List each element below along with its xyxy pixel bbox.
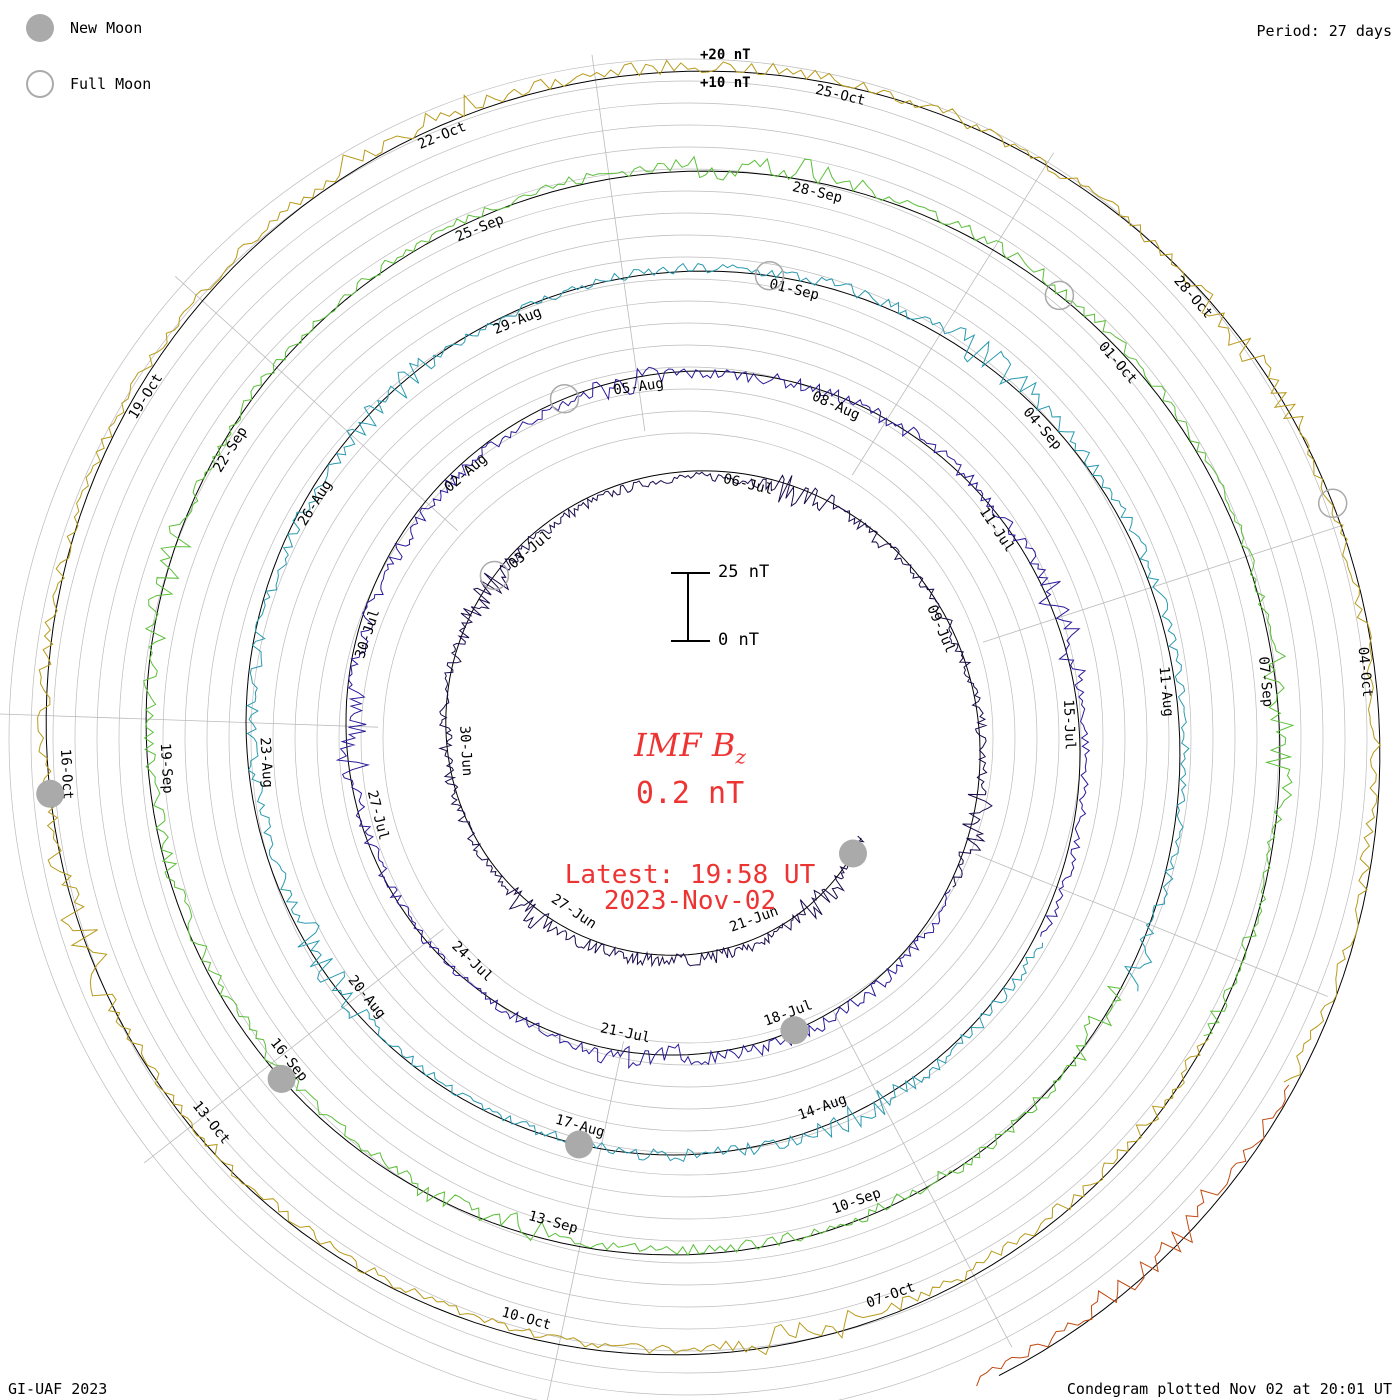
full-moon-marker	[549, 383, 580, 414]
date-label: 29-Aug	[491, 304, 544, 338]
bz-trace-cycle-3	[246, 262, 1190, 1162]
date-label: 02-Aug	[441, 451, 490, 496]
center-latest: Latest: 19:58 UT	[564, 860, 816, 890]
date-label: 07-Sep	[1255, 656, 1276, 708]
date-label: 09-Jul	[923, 603, 958, 656]
grid-ring	[316, 366, 1060, 1110]
grid-ring	[30, 80, 1346, 1396]
date-label: 19-Sep	[157, 743, 176, 794]
zero-baselines	[45, 70, 1381, 1377]
period-label: Period: 27 days	[1256, 22, 1392, 40]
grid-spoke	[174, 276, 458, 531]
full-moon-marker	[479, 560, 510, 591]
grid-ring	[96, 146, 1280, 1330]
date-label: 30-Jun	[456, 725, 475, 776]
date-label: 11-Jul	[976, 504, 1018, 555]
grid-spoke	[982, 524, 1345, 643]
bz-traces	[37, 59, 1381, 1387]
grid-spoke	[0, 713, 379, 728]
scale-top-label: 25 nT	[718, 562, 770, 582]
grid-ring	[8, 58, 1368, 1400]
bz-trace-cycle-1	[438, 471, 993, 968]
grid-ring	[74, 124, 1302, 1352]
grid-ring	[162, 212, 1214, 1264]
center-title: IMF Bz	[0, 726, 1380, 768]
spiral-zero-line	[45, 70, 1381, 1377]
moon-markers	[36, 260, 1348, 1159]
date-label: 25-Sep	[453, 211, 506, 245]
grid-ring	[338, 388, 1038, 1088]
grid-ring	[382, 432, 994, 1044]
date-label: 20-Aug	[345, 972, 389, 1021]
date-label: 26-Aug	[295, 477, 336, 528]
center-value: 0.2 nT	[635, 776, 745, 811]
footer-plotted: Condegram plotted Nov 02 at 20:01 UT	[1066, 1380, 1392, 1398]
grid-spoke	[851, 152, 1054, 476]
grid-spoke	[144, 928, 444, 1164]
center-title-main: IMF B	[634, 726, 736, 764]
bz-trace-cycle-4	[143, 155, 1295, 1257]
grid-ring	[272, 322, 1104, 1154]
date-label: 24-Jul	[448, 938, 495, 985]
new-moon-marker	[565, 1130, 594, 1159]
full-moon-marker	[1044, 280, 1075, 311]
grid-ring	[360, 410, 1016, 1066]
grid-ring	[184, 234, 1192, 1242]
date-label: 19-Oct	[126, 371, 167, 422]
ring-scale-outer: +20 nT	[700, 47, 751, 63]
date-label: 13-Sep	[527, 1208, 580, 1237]
date-label: 03-Jul	[506, 528, 555, 573]
grid-ring	[206, 256, 1170, 1220]
date-label: 23-Aug	[257, 737, 276, 788]
footer-credit: GI-UAF 2023	[8, 1380, 108, 1398]
legend-new-moon: New Moon	[26, 14, 142, 42]
new-moon-label: New Moon	[70, 19, 143, 37]
new-moon-marker	[780, 1016, 809, 1045]
grid-ring	[250, 300, 1126, 1176]
date-label: 28-Oct	[1170, 273, 1215, 322]
grid-spoke	[975, 853, 1328, 997]
date-label: 01-Sep	[768, 276, 821, 303]
date-label: 04-Oct	[1354, 646, 1375, 698]
scale-bottom-label: 0 nT	[718, 630, 759, 650]
grid-spoke	[546, 1041, 624, 1400]
date-label: 05-Aug	[612, 376, 664, 399]
new-moon-icon	[26, 14, 54, 42]
new-moon-marker	[36, 779, 65, 808]
grid-spoke	[591, 54, 646, 432]
ring-scale-inner: +10 nT	[700, 75, 751, 91]
grid-ring	[140, 190, 1236, 1286]
grid-ring	[118, 168, 1258, 1308]
full-moon-icon	[26, 70, 54, 98]
bz-trace-cycle-6	[976, 1084, 1290, 1387]
new-moon-marker	[839, 839, 867, 868]
date-label: 08-Aug	[809, 388, 862, 423]
legend-full-moon: Full Moon	[26, 70, 151, 98]
center-title-sub: z	[735, 744, 746, 769]
full-moon-marker	[754, 260, 785, 291]
center-date: 2023-Nov-02	[603, 886, 777, 916]
date-label: 15-Jul	[1060, 699, 1078, 750]
grid-ring	[228, 278, 1148, 1198]
grid-rings	[8, 58, 1368, 1400]
full-moon-label: Full Moon	[70, 75, 152, 93]
grid-ring	[52, 102, 1324, 1374]
new-moon-marker	[267, 1065, 296, 1093]
bz-trace-cycle-5	[37, 59, 1381, 1356]
scale-bar	[671, 572, 710, 642]
date-label: 11-Aug	[1155, 666, 1176, 718]
date-label: 06-Jul	[722, 471, 775, 498]
date-label: 21-Jul	[599, 1020, 652, 1046]
grid-spoke	[833, 1011, 1013, 1348]
full-moon-marker	[1317, 488, 1348, 519]
bz-trace-cycle-2	[335, 366, 1091, 1070]
